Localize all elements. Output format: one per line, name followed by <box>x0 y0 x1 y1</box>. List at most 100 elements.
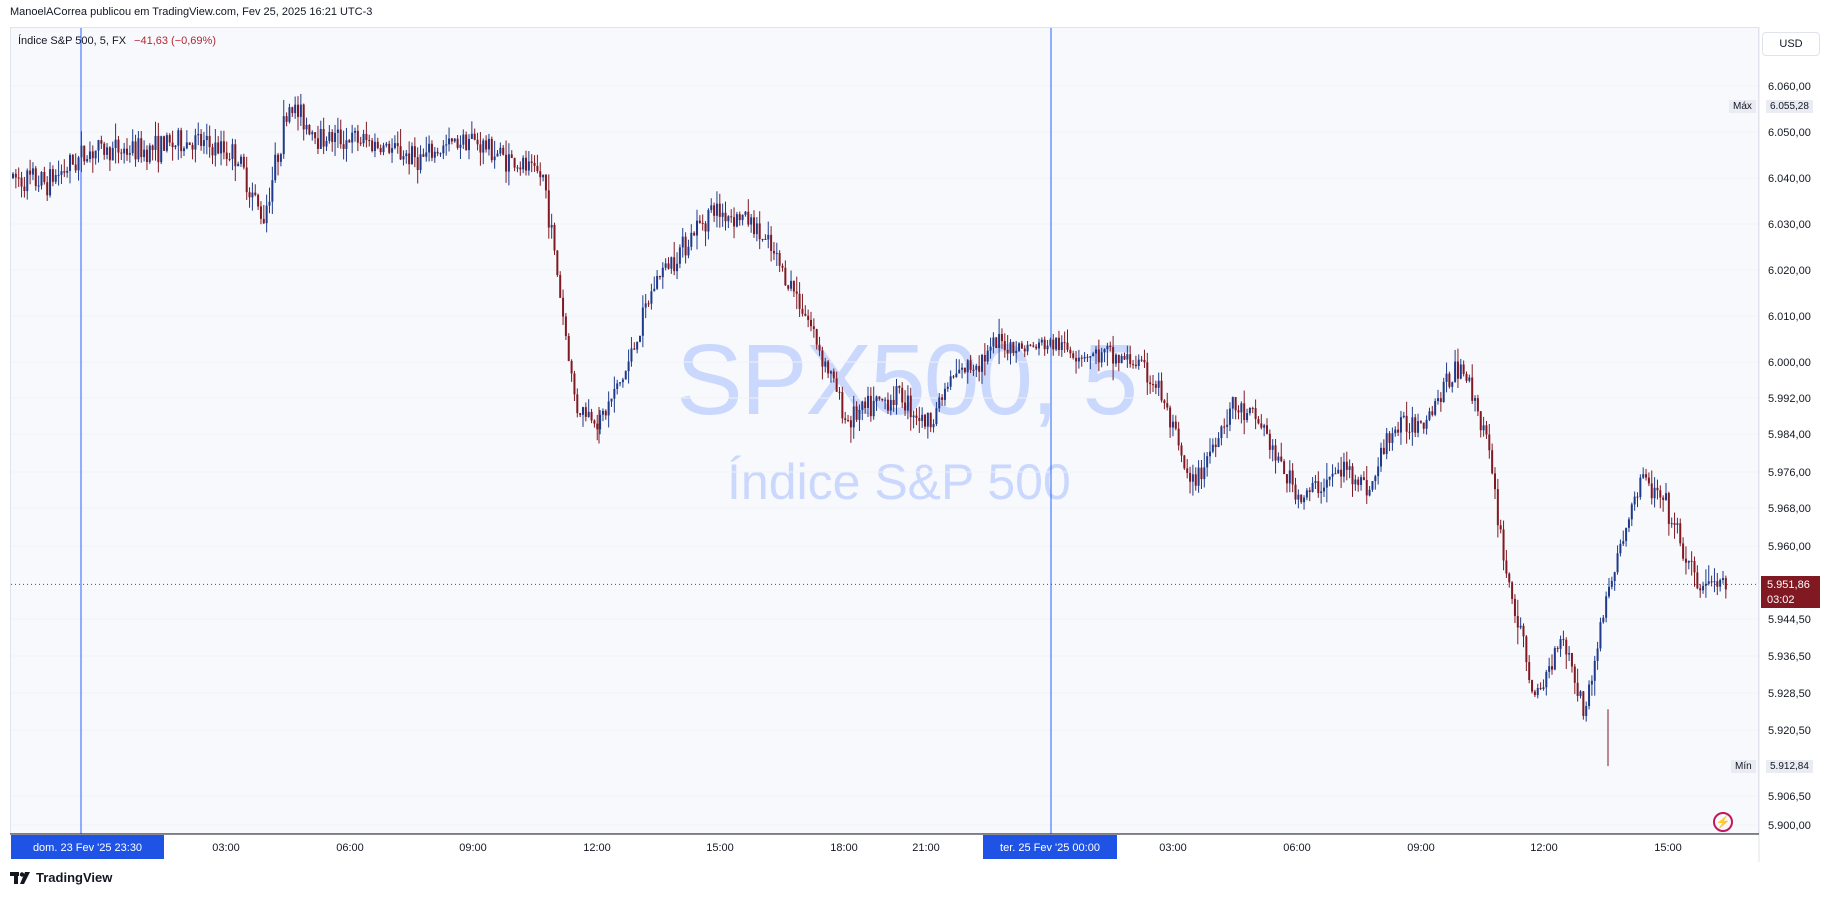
candle-body <box>248 192 251 198</box>
candle-body <box>388 143 391 153</box>
candle-body <box>117 139 120 153</box>
candle-body <box>74 164 77 171</box>
currency-button[interactable]: USD <box>1762 32 1820 56</box>
candle-body <box>570 360 573 374</box>
candle-body <box>351 132 354 143</box>
candle-body <box>1325 479 1328 488</box>
candle-body <box>411 146 413 165</box>
candle-body <box>1494 473 1496 490</box>
candle-body <box>1189 472 1192 482</box>
candle-body <box>111 147 114 161</box>
candle-body <box>587 411 590 417</box>
candle-body <box>995 337 998 349</box>
candle-body <box>1454 361 1457 383</box>
candle-body <box>396 143 399 147</box>
candle-body <box>1038 342 1040 349</box>
candle-body <box>336 129 339 133</box>
candle-body <box>795 291 798 294</box>
time-tick-label: 21:00 <box>912 842 940 854</box>
candle-body <box>1425 419 1428 429</box>
candle-body <box>126 148 128 155</box>
candle-body <box>1585 706 1588 716</box>
candle-body <box>1303 497 1306 503</box>
candle-body <box>1234 397 1237 411</box>
candle-body <box>1491 450 1494 474</box>
candle-body <box>1684 558 1687 563</box>
candle-body <box>362 133 365 144</box>
candle-body <box>553 224 556 251</box>
footer-logo[interactable]: TradingView <box>10 870 112 885</box>
candle-body <box>1428 411 1431 420</box>
symbol-change: −41,63 (−0,69%) <box>134 35 216 47</box>
candle-body <box>1702 585 1705 591</box>
candle-body <box>636 341 639 350</box>
candle-body <box>815 329 818 345</box>
candle-body <box>912 415 915 418</box>
candle-body <box>1291 470 1294 485</box>
candle-body <box>1602 617 1605 623</box>
candle-body <box>670 257 673 269</box>
candle-body <box>590 411 593 421</box>
candle-body <box>422 154 425 157</box>
candle-body <box>596 423 599 430</box>
candle-body <box>1451 382 1454 387</box>
candle-body <box>929 412 932 428</box>
candle-body <box>71 154 74 165</box>
candle-body <box>456 138 459 148</box>
candle-body <box>413 146 416 158</box>
candle-body <box>1625 527 1628 542</box>
session-label: dom. 23 Fev '25 23:30 <box>33 842 142 854</box>
candle-body <box>641 307 644 336</box>
candle-body <box>847 420 850 422</box>
candle-body <box>1676 523 1679 525</box>
candle-body <box>493 156 496 161</box>
candle-body <box>211 147 214 156</box>
candle-body <box>1209 451 1211 457</box>
candle-body <box>1722 578 1724 581</box>
candle-body <box>918 417 921 422</box>
candle-body <box>744 211 747 215</box>
candle-body <box>832 371 835 379</box>
candle-body <box>51 169 54 182</box>
candle-body <box>505 154 508 172</box>
candle-body <box>835 378 838 392</box>
candle-body <box>1627 519 1630 528</box>
candle-body <box>516 167 519 169</box>
candle-body <box>1334 473 1337 475</box>
candle-body <box>647 303 650 305</box>
candle-body <box>1026 344 1029 352</box>
candle-body <box>901 387 904 403</box>
time-tick-label: 15:00 <box>1654 842 1682 854</box>
candle-body <box>718 203 721 217</box>
candle-body <box>1354 479 1357 485</box>
time-tick-label: 09:00 <box>459 842 487 854</box>
candle-body <box>1394 429 1397 434</box>
candle-body <box>1665 493 1667 500</box>
candle-body <box>715 203 718 216</box>
candle-body <box>14 173 17 178</box>
tradingview-logo-icon <box>10 871 30 884</box>
candle-body <box>399 146 402 160</box>
candle-body <box>376 141 379 149</box>
candle-body <box>137 138 140 160</box>
candle-body <box>1314 481 1317 483</box>
candle-body <box>1662 497 1665 500</box>
candle-body <box>639 335 641 342</box>
candle-body <box>961 367 964 370</box>
candle-body <box>470 133 473 139</box>
symbol-legend[interactable]: Índice S&P 500, 5, FX −41,63 (−0,69%) <box>18 35 216 47</box>
candle-body <box>54 175 57 182</box>
candle-body <box>1456 361 1459 379</box>
candle-body <box>322 128 325 147</box>
candle-body <box>1223 426 1226 428</box>
candle-body <box>1408 431 1411 433</box>
candle-body <box>348 140 351 143</box>
candle-body <box>881 398 884 400</box>
candle-body <box>582 407 584 415</box>
price-tick-label: 5.968,00 <box>1768 503 1811 515</box>
candle-body <box>1012 342 1015 353</box>
candle-body <box>1177 428 1180 446</box>
lightning-icon[interactable]: ⚡ <box>1713 812 1733 832</box>
candle-body <box>371 140 374 151</box>
